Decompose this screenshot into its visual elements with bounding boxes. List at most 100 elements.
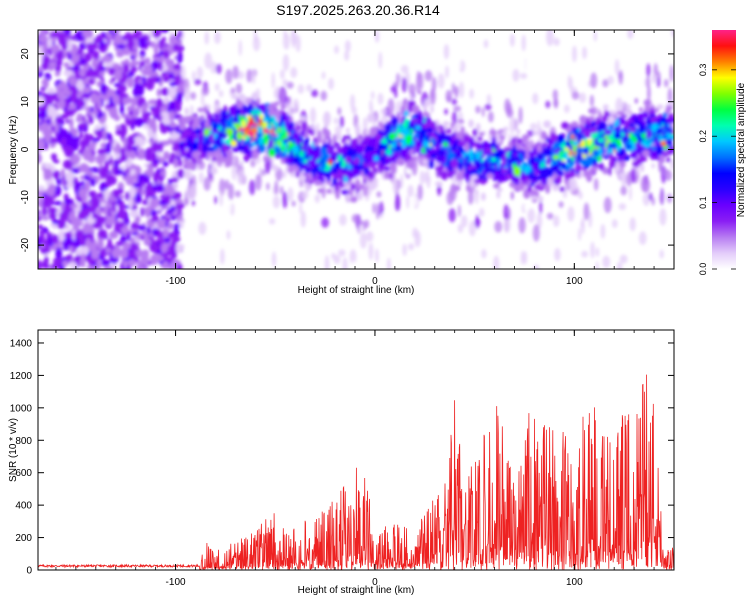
snr-y-label: SNR (10 * v/v) (8, 418, 19, 482)
heatmap-cell (343, 143, 350, 152)
heatmap-cell (134, 192, 142, 204)
heatmap-cell (207, 104, 211, 111)
heatmap-cell (607, 75, 614, 85)
heatmap-cell (38, 151, 41, 163)
heatmap-cell (665, 107, 671, 114)
heatmap-cell (423, 237, 429, 256)
heatmap-cell (177, 158, 183, 167)
heatmap-cell (152, 132, 158, 141)
heatmap-cell (434, 181, 443, 187)
heatmap-cell (126, 180, 136, 186)
heatmap-cell (198, 221, 207, 235)
heatmap-cell (554, 248, 561, 262)
heatmap-cell (143, 206, 152, 216)
heatmap-cell (408, 83, 416, 95)
heatmap-cell (51, 234, 59, 244)
heatmap-cell (454, 124, 459, 133)
heatmap-cell (119, 103, 125, 115)
heatmap-cell (65, 132, 74, 144)
heatmap-cell (183, 140, 189, 148)
heatmap-cell (126, 38, 135, 50)
heatmap-cell (414, 230, 421, 248)
heatmap-cell (196, 158, 201, 164)
heatmap-cell (79, 131, 84, 140)
heatmap-cell (141, 76, 147, 85)
colorbar-tick-label: 0.0 (698, 263, 708, 276)
heatmap-cell (85, 238, 92, 248)
heatmap-cell (137, 97, 144, 107)
heatmap-cell (300, 210, 307, 228)
heatmap-cell (618, 118, 626, 125)
heatmap-cell (119, 147, 128, 157)
heatmap-cell (662, 133, 668, 140)
heatmap-cell (268, 139, 274, 149)
heatmap-cell (590, 169, 594, 176)
heatmap-cell (366, 145, 375, 152)
heatmap-cell (132, 86, 139, 98)
heatmap-cell (55, 49, 64, 61)
heatmap-cell (569, 77, 573, 94)
heatmap-cell (180, 145, 186, 153)
heatmap-cell (518, 106, 523, 124)
heatmap-cell (443, 44, 450, 60)
heatmap-cell (664, 168, 668, 177)
heatmap-cell (343, 177, 349, 183)
heatmap-cell (312, 151, 318, 160)
heatmap-cell (70, 90, 78, 103)
heatmap-cell (67, 39, 73, 52)
heatmap-cell (96, 111, 104, 118)
heatmap-cell (169, 34, 178, 46)
heatmap-cell (137, 148, 146, 160)
heatmap-cell (155, 98, 163, 109)
colorbar-label: Normalized spectral amplitude (736, 82, 747, 217)
heatmap-cell (228, 115, 235, 121)
heatmap-cell (592, 149, 600, 158)
heatmap-cell (290, 151, 294, 161)
heatmap-cell (455, 131, 464, 139)
heatmap-cell (50, 106, 57, 118)
heatmap-cell (103, 265, 114, 269)
heatmap-cell (125, 191, 130, 201)
heatmap-cell (130, 168, 136, 176)
heatmap-cell (230, 140, 237, 147)
heatmap-cell (382, 259, 386, 269)
heatmap-cell (368, 141, 377, 148)
heatmap-cell (315, 165, 319, 171)
heatmap-cell (99, 166, 109, 179)
heatmap-cell (602, 79, 609, 88)
heatmap-cell (451, 98, 458, 106)
spectrogram-blobs (38, 30, 674, 269)
heatmap-cell (415, 125, 422, 130)
heatmap-cell (280, 156, 285, 165)
heatmap-cell (299, 202, 303, 215)
heatmap-cell (183, 216, 189, 234)
heatmap-cell (71, 167, 80, 174)
heatmap-cell (356, 123, 360, 131)
heatmap-cell (89, 177, 96, 187)
heatmap-cell (128, 197, 133, 209)
heatmap-cell (144, 57, 151, 65)
heatmap-cell (521, 34, 526, 52)
heatmap-cell (351, 167, 358, 176)
heatmap-cell (286, 81, 294, 89)
heatmap-cell (151, 142, 161, 153)
heatmap-cell (570, 133, 575, 141)
heatmap-cell (379, 213, 388, 221)
heatmap-cell (428, 121, 437, 129)
heatmap-cell (282, 54, 290, 72)
heatmap-cell (639, 155, 648, 162)
heatmap-cell (508, 140, 513, 150)
heatmap-cell (457, 161, 464, 172)
heatmap-cell (647, 85, 651, 101)
heatmap-cell (521, 150, 526, 158)
heatmap-cell (179, 123, 186, 131)
heatmap-cell (115, 168, 124, 175)
heatmap-cell (568, 146, 574, 151)
heatmap-cell (127, 251, 137, 257)
heatmap-cell (337, 107, 342, 116)
y-tick-label: 1000 (10, 403, 33, 414)
heatmap-cell (428, 172, 435, 177)
heatmap-cell (263, 155, 267, 163)
heatmap-cell (434, 165, 443, 171)
